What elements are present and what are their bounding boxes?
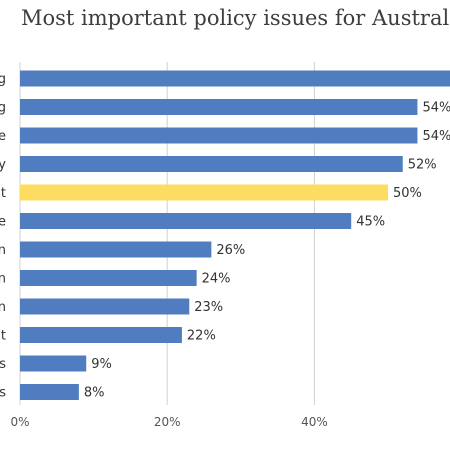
bar (20, 99, 418, 115)
bar (20, 127, 418, 144)
value-label: 54% (422, 129, 450, 144)
category-label: s (0, 386, 6, 401)
bar (20, 184, 388, 201)
value-label: 23% (194, 300, 223, 315)
category-label: g (0, 72, 6, 87)
bar (20, 327, 182, 343)
bar (20, 270, 197, 286)
chart-title: Most important policy issues for Austral… (21, 6, 450, 30)
bar (20, 241, 212, 258)
category-label: s (0, 357, 6, 372)
bar (20, 355, 87, 372)
value-label: 24% (202, 272, 231, 287)
category-label: n (0, 300, 6, 315)
category-label: n (0, 243, 6, 258)
category-label: y (0, 158, 6, 173)
category-label: e (0, 215, 6, 230)
bar (20, 384, 79, 400)
bar (20, 70, 450, 87)
value-label: 9% (91, 357, 112, 372)
x-tick-label: 40% (301, 415, 328, 429)
value-label: 52% (408, 158, 437, 173)
x-tick-label: 20% (154, 415, 181, 429)
category-label: t (1, 186, 6, 201)
bar (20, 156, 403, 172)
category-label: e (0, 129, 6, 144)
value-label: 26% (216, 243, 245, 258)
category-label: g (0, 101, 6, 116)
category-label: n (0, 272, 6, 287)
category-label: t (1, 329, 6, 344)
value-label: 50% (393, 186, 422, 201)
value-label: 54% (422, 101, 450, 116)
bar (20, 298, 190, 315)
value-label: 8% (84, 386, 105, 401)
x-tick-label: 0% (10, 415, 29, 429)
value-label: 22% (187, 329, 216, 344)
value-label: 45% (356, 215, 385, 230)
bar (20, 213, 352, 229)
